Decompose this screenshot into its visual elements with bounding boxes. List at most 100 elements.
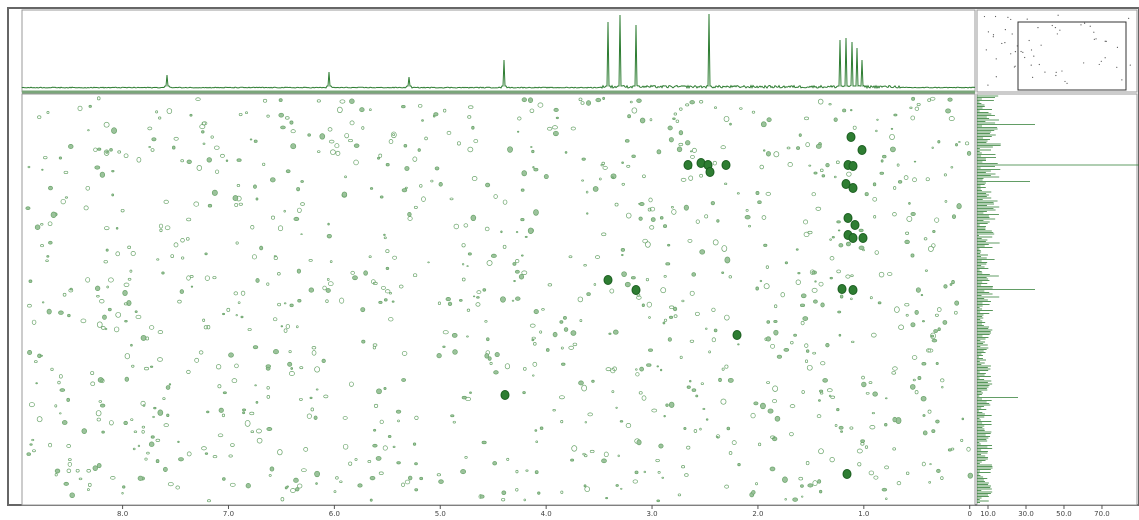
noise-contour [892,416,898,423]
noise-contour [820,168,824,173]
noise-contour [466,265,469,268]
noise-contour [468,105,474,109]
noise-contour [943,173,947,177]
noise-contour [887,272,893,276]
noise-contour [773,320,778,323]
noise-contour [452,349,458,355]
noise-contour [59,388,66,392]
noise-contour [773,151,780,158]
noise-contour [322,285,327,291]
noise-contour [283,328,288,333]
noise-contour [905,471,910,475]
noise-contour [206,324,211,330]
noise-contour [558,395,565,400]
noise-contour [629,100,633,104]
noise-contour [107,307,112,312]
cross-peak [841,179,851,189]
noise-contour [234,202,239,208]
noise-contour [58,156,62,160]
overview-dot [1105,40,1107,42]
noise-contour [912,177,917,183]
noise-contour [230,443,235,447]
noise-contour [173,136,179,141]
side-projection-panel [976,93,1138,506]
noise-contour [570,330,577,336]
noise-contour [383,387,387,391]
noise-contour [515,231,519,234]
side-projection-trace [977,95,1139,503]
noise-contour [884,423,888,427]
noise-contour [212,455,218,459]
noise-contour [149,325,155,330]
noise-contour [922,320,925,323]
noise-contour [447,301,453,307]
overview-dot [1055,71,1057,73]
noise-contour [242,408,247,412]
noise-contour [392,445,396,448]
noise-contour [249,138,253,141]
noise-contour [639,366,644,372]
noise-contour [884,465,889,470]
noise-contour [290,488,296,493]
noise-contour [229,482,236,487]
noise-contour [520,254,524,257]
noise-contour [935,362,939,365]
noise-contour [378,153,383,158]
noise-contour [745,209,749,212]
noise-contour [153,406,157,410]
noise-contour [564,151,568,154]
noise-contour [529,108,535,113]
noise-contour [380,285,386,290]
noise-contour [675,119,680,123]
noise-contour [131,364,135,368]
noise-contour [527,97,534,103]
noise-contour [845,241,851,247]
noise-contour [308,287,315,293]
noise-contour [349,98,355,104]
noise-contour [177,299,182,304]
noise-contour [615,484,619,487]
noise-contour [668,137,674,143]
noise-contour [95,410,102,417]
noise-contour [819,389,824,393]
noise-contour [744,215,751,220]
noise-contour [954,310,958,315]
noise-contour [326,233,332,239]
noise-contour [713,106,718,109]
overview-dot [983,15,986,18]
noise-contour [920,396,927,402]
noise-contour [960,438,964,442]
noise-contour [687,238,693,243]
noise-contour [296,268,301,274]
noise-contour [375,456,382,461]
noise-contour [296,187,301,192]
noise-contour [600,163,604,167]
noise-contour [560,420,564,424]
noise-contour [705,418,709,421]
noise-contour [721,245,728,252]
noise-contour [342,416,348,420]
noise-contour [218,407,224,413]
noise-contour [819,391,824,395]
noise-contour [339,297,345,304]
noise-contour [31,438,35,442]
cross-peak [850,220,860,230]
noise-contour [501,497,506,502]
noise-contour [660,287,667,294]
noise-contour [323,394,329,399]
overview-dot [1040,44,1042,46]
noise-contour [683,204,689,211]
noise-contour [461,243,466,248]
noise-contour [789,404,796,409]
noise-contour [203,325,208,330]
noise-contour [828,103,832,106]
noise-contour [268,474,272,477]
cross-peak [857,145,867,155]
noise-contour [568,345,575,350]
noise-contour [601,458,607,464]
noise-contour [632,479,638,484]
noise-contour [800,320,805,326]
noise-contour [277,225,284,232]
noise-contour [301,468,307,473]
noise-contour [826,388,833,393]
